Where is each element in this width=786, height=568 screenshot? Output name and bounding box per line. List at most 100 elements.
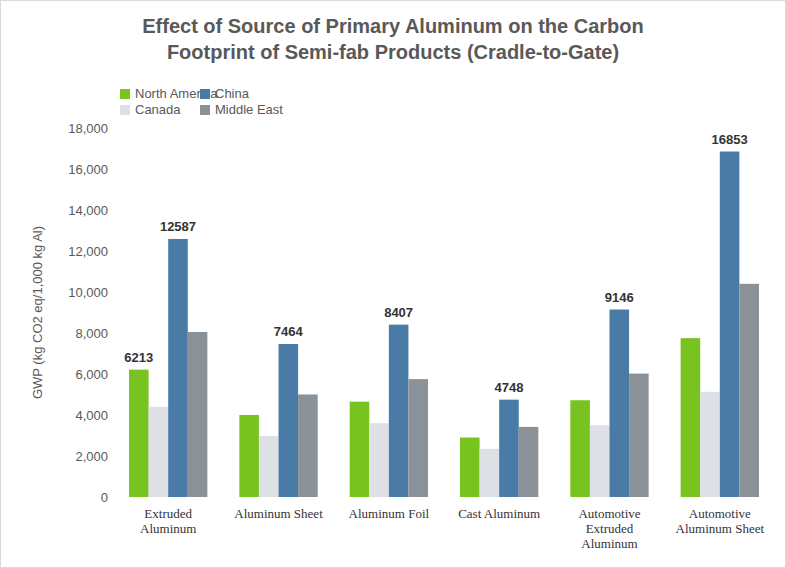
bar [389,325,409,497]
x-tick: Aluminum Foil [349,497,430,521]
x-tick-label-line: Aluminum Sheet [234,506,323,521]
y-tick: 6,000 [75,367,118,382]
chart-border [1,1,786,568]
x-tick-label: ExtrudedAluminum [140,506,196,536]
bar [681,338,701,497]
legend-label: Middle East [215,102,283,117]
legend-label: Canada [135,102,181,117]
legend-swatch [120,105,130,115]
x-tick-label: Cast Aluminum [458,506,540,521]
y-tick-label: 2,000 [75,449,108,464]
legend-item: Middle East [200,102,283,117]
x-tick: AutomotiveExtrudedAluminum [578,497,640,551]
y-tick-label: 10,000 [68,285,108,300]
legend-swatch [200,89,210,99]
y-tick-label: 8,000 [75,326,108,341]
x-axis-line [119,497,771,498]
x-tick-label-line: Extruded [144,506,192,521]
x-tick: Cast Aluminum [458,497,540,521]
bar [279,344,299,497]
legend-swatch [120,89,130,99]
y-tick: 12,000 [68,244,118,259]
bar [188,332,208,497]
legend-item: Canada [120,102,181,117]
x-tick-label-line: Extruded [586,521,634,536]
y-tick-label: 4,000 [75,408,108,423]
bar [480,449,500,497]
bar [239,415,259,497]
x-tick-label: Aluminum Sheet [234,506,323,521]
x-tick-label-line: Cast Aluminum [458,506,540,521]
legend-item: China [200,86,250,101]
x-tick-label-line: Automotive [689,506,751,521]
y-tick: 4,000 [75,408,118,423]
y-tick: 8,000 [75,326,118,341]
bar [350,402,370,497]
legend-swatch [200,105,210,115]
data-label: 8407 [384,305,413,320]
bar [499,400,519,497]
bar [590,425,610,497]
y-tick-label: 0 [101,490,108,505]
title-line: Effect of Source of Primary Aluminum on … [142,15,644,37]
bar [298,395,318,498]
title-line: Footprint of Semi-fab Products (Cradle-t… [167,41,619,63]
x-tick-label: Aluminum Foil [349,506,430,521]
bar [570,400,590,497]
x-tick-label: AutomotiveAluminum Sheet [676,506,765,536]
x-tick-label: AutomotiveExtrudedAluminum [578,506,640,551]
legend: North AmericaCanada ChinaMiddle East [120,86,283,117]
bar [519,427,539,497]
data-labels: 6213 12587 7464 8407 4748 9146 16853 [124,132,747,395]
y-axis: 0 2,000 4,000 6,000 8,000 10,000 12,000 14,000 1… [68,121,118,505]
bar [720,152,740,497]
y-axis-title: GWP (kg CO2 eq/1,000 kg Al) [30,226,45,399]
bar [259,436,279,497]
series [188,284,759,497]
bar [149,407,169,497]
y-tick: 14,000 [68,203,118,218]
legend-label: China [215,86,250,101]
x-tick: Aluminum Sheet [234,497,323,521]
bar [460,438,480,497]
bar [629,374,649,497]
data-label: 16853 [712,132,748,147]
y-axis-line [118,129,119,498]
y-tick-label: 16,000 [68,162,108,177]
x-tick-label-line: Aluminum [581,536,637,551]
legend-label: North America [135,86,218,101]
y-tick: 10,000 [68,285,118,300]
title: Effect of Source of Primary Aluminum on … [142,15,644,63]
x-tick-label-line: Aluminum Foil [349,506,430,521]
y-tick-label: 14,000 [68,203,108,218]
series [168,152,739,497]
y-tick-label: 12,000 [68,244,108,259]
x-tick-label-line: Automotive [578,506,640,521]
data-label: 4748 [494,380,523,395]
bar [408,379,428,497]
data-label: 9146 [605,290,634,305]
y-tick: 2,000 [75,449,118,464]
bar [369,423,389,497]
y-tick-label: 18,000 [68,121,108,136]
x-tick-label-line: Aluminum Sheet [676,521,765,536]
data-label: 12587 [160,219,196,234]
legend-item: North America [120,86,218,101]
y-tick: 0 [101,490,118,505]
x-tick: AutomotiveAluminum Sheet [676,497,765,536]
bars [129,152,759,497]
y-tick: 18,000 [68,121,118,136]
chart: Effect of Source of Primary Aluminum on … [0,0,786,568]
x-tick-label-line: Aluminum [140,521,196,536]
x-tick: ExtrudedAluminum [140,497,196,536]
data-label: 6213 [124,350,153,365]
bar [609,310,629,497]
bar [168,239,188,497]
bar [739,284,759,497]
y-tick: 16,000 [68,162,118,177]
bar [129,370,149,497]
y-tick-label: 6,000 [75,367,108,382]
data-label: 7464 [274,324,304,339]
bar [700,392,720,497]
x-axis: ExtrudedAluminumAluminum SheetAluminum F… [119,497,771,551]
